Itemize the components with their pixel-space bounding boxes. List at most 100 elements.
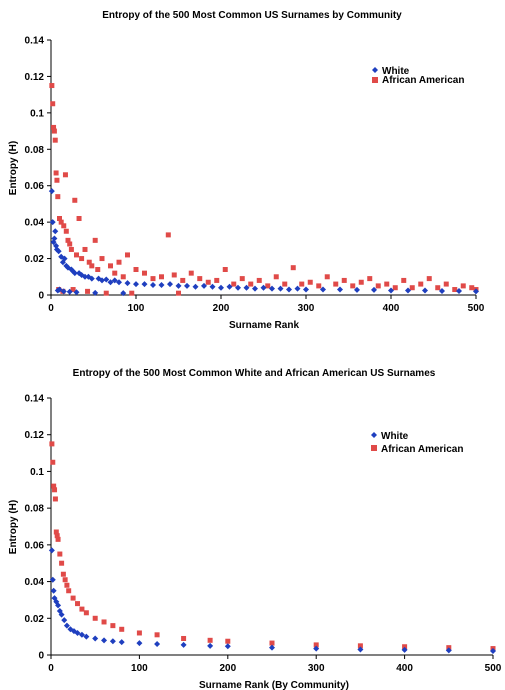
x-tick-label: 500 — [485, 663, 502, 674]
point-african-american — [367, 276, 372, 281]
point-african-american — [55, 194, 60, 199]
legend-label-african-american: African American — [381, 444, 463, 455]
y-axis-title: Entropy (H) — [8, 500, 19, 554]
point-african-american — [67, 242, 72, 247]
x-axis-title: Surname Rank (By Community) — [199, 680, 349, 690]
point-white — [184, 283, 190, 289]
point-african-american — [444, 282, 449, 287]
point-african-american — [49, 441, 54, 446]
point-african-american — [119, 627, 124, 632]
point-african-american — [189, 271, 194, 276]
point-white — [110, 638, 116, 644]
x-tick-label: 400 — [383, 303, 400, 314]
x-tick-label: 200 — [219, 663, 236, 674]
point-african-american — [112, 271, 117, 276]
x-axis-title: Surname Rank — [229, 320, 299, 331]
point-african-american — [308, 280, 313, 285]
y-tick-label: 0.14 — [25, 36, 45, 47]
x-tick-label: 300 — [308, 663, 325, 674]
point-white — [207, 643, 213, 649]
y-tick-label: 0.08 — [25, 504, 45, 515]
x-tick-label: 300 — [298, 303, 315, 314]
point-african-american — [63, 172, 68, 177]
point-african-american — [104, 291, 109, 296]
x-tick-label: 0 — [48, 663, 54, 674]
y-tick-label: 0.06 — [25, 540, 45, 551]
point-african-american — [54, 178, 59, 183]
point-african-american — [257, 278, 262, 283]
point-african-american — [79, 256, 84, 261]
point-white — [92, 635, 98, 641]
point-white — [225, 643, 231, 649]
chart-surnames-by-community: Entropy of the 500 Most Common US Surnam… — [8, 10, 485, 331]
point-african-american — [180, 278, 185, 283]
point-white — [176, 283, 182, 289]
point-african-american — [74, 252, 79, 257]
point-african-american — [223, 267, 228, 272]
legend-marker-african-american — [372, 77, 378, 83]
point-white — [142, 281, 148, 287]
point-african-american — [64, 583, 69, 588]
point-white — [159, 282, 165, 288]
point-african-american — [77, 216, 82, 221]
point-african-american — [102, 619, 107, 624]
point-african-american — [64, 229, 69, 234]
point-african-american — [93, 238, 98, 243]
legend-marker-african-american — [371, 445, 377, 451]
point-african-american — [461, 283, 466, 288]
point-african-american — [427, 276, 432, 281]
point-african-american — [376, 283, 381, 288]
point-african-american — [66, 588, 71, 593]
point-white — [422, 287, 428, 293]
point-african-american — [121, 274, 126, 279]
point-african-american — [100, 256, 105, 261]
point-african-american — [435, 285, 440, 290]
y-tick-label: 0.14 — [25, 394, 45, 405]
x-tick-label: 400 — [396, 663, 413, 674]
y-tick-label: 0 — [38, 651, 44, 662]
point-white — [52, 228, 58, 234]
point-african-american — [137, 630, 142, 635]
legend-marker-white — [372, 67, 378, 73]
point-african-american — [79, 607, 84, 612]
point-african-american — [214, 278, 219, 283]
x-tick-label: 100 — [128, 303, 145, 314]
point-white — [133, 281, 139, 287]
point-white — [337, 287, 343, 293]
point-african-american — [85, 289, 90, 294]
point-african-american — [393, 285, 398, 290]
point-african-american — [89, 263, 94, 268]
point-african-american — [159, 274, 164, 279]
point-white — [303, 287, 309, 293]
legend-label-white: White — [381, 431, 409, 442]
point-white — [125, 280, 131, 286]
point-african-american — [274, 274, 279, 279]
point-african-american — [181, 636, 186, 641]
point-african-american — [176, 291, 181, 296]
point-african-american — [57, 552, 62, 557]
data-points — [49, 83, 479, 296]
point-african-american — [75, 601, 80, 606]
point-african-american — [248, 282, 253, 287]
point-white — [167, 281, 173, 287]
chart-surnames-by-community-rank: Entropy of the 500 Most Common White and… — [8, 368, 502, 690]
point-african-american — [231, 282, 236, 287]
point-african-american — [291, 265, 296, 270]
y-tick-label: 0.1 — [30, 467, 44, 478]
point-african-american — [61, 223, 66, 228]
point-african-american — [108, 263, 113, 268]
point-white — [181, 642, 187, 648]
point-african-american — [71, 596, 76, 601]
point-african-american — [359, 280, 364, 285]
x-tick-label: 200 — [213, 303, 230, 314]
point-african-american — [350, 283, 355, 288]
point-african-american — [316, 283, 321, 288]
y-tick-label: 0.12 — [25, 72, 45, 83]
axes — [51, 398, 493, 655]
point-african-american — [299, 282, 304, 287]
y-tick-label: 0.04 — [25, 577, 45, 588]
data-points — [49, 441, 496, 654]
point-african-american — [63, 577, 68, 582]
point-african-american — [418, 282, 423, 287]
point-african-american — [69, 247, 74, 252]
